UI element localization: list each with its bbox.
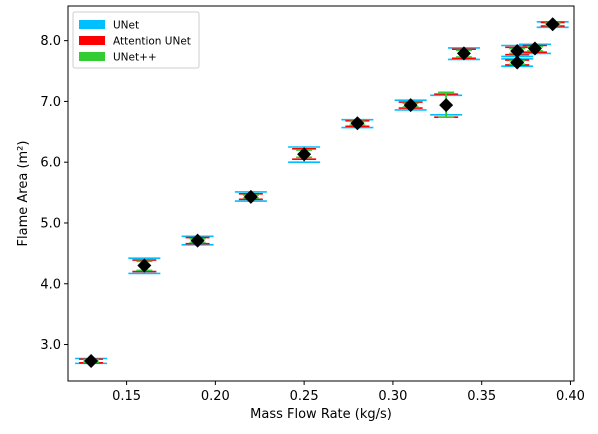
y-axis-label: Flame Area (m²) xyxy=(16,141,31,247)
data-point-marker xyxy=(84,353,99,368)
data-point-marker xyxy=(350,116,365,131)
x-tick-label: 0.15 xyxy=(112,389,141,404)
data-point-marker xyxy=(403,98,418,113)
data-point-marker xyxy=(243,189,258,204)
x-tick-label: 0.35 xyxy=(467,389,496,404)
y-tick-label: 5.0 xyxy=(40,216,61,231)
error-range-layer xyxy=(75,21,569,365)
x-tick-label: 0.40 xyxy=(556,389,585,404)
x-tick-label: 0.30 xyxy=(378,389,407,404)
data-point-marker xyxy=(456,46,471,61)
legend-label-unet-plus-plus: UNet++ xyxy=(113,52,157,64)
data-point-marker xyxy=(510,55,525,70)
y-tick-label: 4.0 xyxy=(40,277,61,292)
legend-swatch-attention-unet xyxy=(79,36,105,45)
data-point-marker xyxy=(510,43,525,58)
y-tick-label: 8.0 xyxy=(40,34,61,49)
legend-label-unet: UNet xyxy=(113,20,139,32)
plot-frame xyxy=(67,5,575,382)
legend-swatch-unet xyxy=(79,20,105,29)
data-point-marker xyxy=(439,98,454,113)
y-tick-label: 7.0 xyxy=(40,95,61,110)
data-point-marker xyxy=(545,17,560,32)
legend-swatch-unet-plus-plus xyxy=(79,52,105,61)
y-axis: 3.0 4.0 5.0 6.0 7.0 8.0 xyxy=(40,34,68,353)
x-axis-label: Mass Flow Rate (kg/s) xyxy=(250,407,392,422)
marker-layer xyxy=(84,17,560,368)
legend-label-attention-unet: Attention UNet xyxy=(113,36,191,48)
x-tick-label: 0.25 xyxy=(290,389,319,404)
x-axis: 0.15 0.20 0.25 0.30 0.35 0.40 xyxy=(112,381,585,404)
y-tick-label: 3.0 xyxy=(40,338,61,353)
data-point-marker xyxy=(527,41,542,56)
legend: UNet Attention UNet UNet++ xyxy=(72,11,200,69)
data-point-marker xyxy=(297,147,312,162)
y-tick-label: 6.0 xyxy=(40,156,61,171)
data-point-marker xyxy=(137,258,152,273)
x-tick-label: 0.20 xyxy=(201,389,230,404)
data-point-marker xyxy=(190,233,205,248)
